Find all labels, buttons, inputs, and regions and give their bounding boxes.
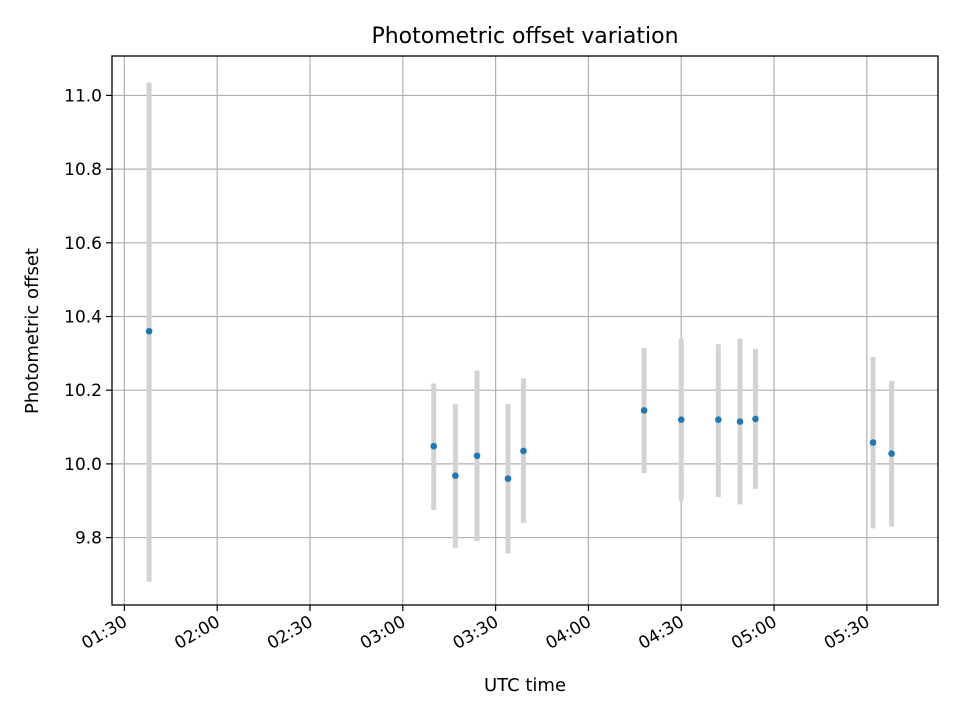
x-tick-label: 04:30 bbox=[635, 612, 687, 654]
data-point bbox=[473, 452, 481, 460]
data-point bbox=[715, 416, 722, 423]
x-tick-label: 01:30 bbox=[78, 612, 130, 654]
x-tick-label: 05:30 bbox=[821, 612, 873, 654]
y-tick-label: 10.6 bbox=[64, 234, 102, 254]
y-tick-label: 10.4 bbox=[64, 307, 102, 327]
y-axis: 9.8 10.0 10.2 10.4 10.6 10.8 11.0 bbox=[64, 86, 112, 549]
y-tick-label: 9.8 bbox=[75, 529, 102, 549]
grid bbox=[112, 56, 938, 605]
y-tick-label: 11.0 bbox=[64, 86, 102, 106]
data-point bbox=[452, 472, 459, 479]
x-tick-label: 03:30 bbox=[450, 612, 502, 654]
data-point bbox=[752, 415, 759, 423]
x-tick-label: 02:30 bbox=[264, 612, 316, 654]
x-tick-label: 04:00 bbox=[542, 612, 594, 654]
data-point bbox=[736, 418, 744, 425]
y-tick-label: 10.8 bbox=[64, 160, 102, 180]
data-point bbox=[520, 447, 527, 455]
data-point bbox=[430, 442, 438, 450]
plot-frame bbox=[111, 55, 939, 606]
data-point bbox=[888, 450, 895, 457]
data-point bbox=[640, 407, 648, 414]
x-tick-label: 02:00 bbox=[171, 612, 223, 654]
data-points bbox=[145, 327, 895, 482]
x-axis: 01:30 02:00 02:30 03:00 03:30 04:00 04:30 05:00… bbox=[78, 605, 873, 654]
y-tick-label: 10.2 bbox=[64, 381, 102, 401]
x-tick-label: 05:00 bbox=[728, 612, 780, 654]
error-bars bbox=[146, 82, 895, 582]
y-tick-label: 10.0 bbox=[64, 455, 102, 475]
data-point bbox=[677, 416, 685, 423]
x-axis-label: UTC time bbox=[484, 675, 566, 696]
data-point bbox=[869, 439, 877, 446]
data-point bbox=[504, 475, 512, 482]
chart-title: Photometric offset variation bbox=[371, 24, 678, 49]
x-tick-label: 03:00 bbox=[357, 612, 409, 654]
data-point bbox=[145, 327, 153, 335]
y-axis-label: Photometric offset bbox=[22, 248, 43, 414]
